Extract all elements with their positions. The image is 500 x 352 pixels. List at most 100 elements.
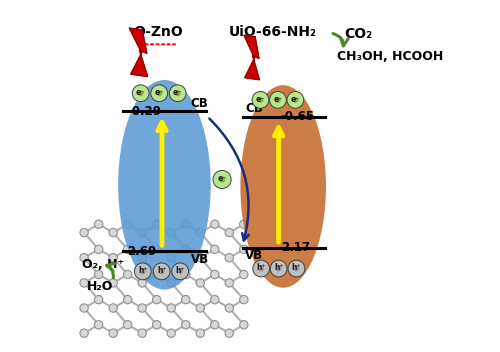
Circle shape — [167, 228, 175, 237]
Circle shape — [240, 220, 248, 228]
Circle shape — [210, 321, 219, 329]
Polygon shape — [130, 28, 148, 76]
Ellipse shape — [118, 80, 210, 289]
Circle shape — [275, 97, 281, 103]
Circle shape — [258, 97, 264, 103]
Circle shape — [287, 92, 304, 108]
Text: UiO-66-NH₂: UiO-66-NH₂ — [228, 25, 316, 39]
Circle shape — [196, 228, 204, 237]
Circle shape — [240, 295, 248, 304]
Circle shape — [138, 279, 146, 287]
Ellipse shape — [240, 85, 326, 288]
Circle shape — [94, 245, 103, 253]
Circle shape — [225, 279, 234, 287]
Text: H₂O: H₂O — [86, 280, 113, 293]
Circle shape — [154, 263, 170, 280]
Circle shape — [172, 263, 188, 280]
Circle shape — [270, 92, 286, 108]
Circle shape — [213, 170, 231, 189]
Circle shape — [94, 321, 103, 329]
Circle shape — [94, 295, 103, 304]
Circle shape — [182, 270, 190, 279]
Text: CB: CB — [245, 102, 263, 115]
Circle shape — [124, 220, 132, 228]
Circle shape — [294, 266, 300, 271]
Text: O-ZnO: O-ZnO — [134, 25, 184, 39]
Text: e⁻: e⁻ — [218, 174, 226, 183]
Circle shape — [156, 90, 162, 96]
Circle shape — [138, 304, 146, 312]
Circle shape — [138, 329, 146, 337]
Text: e⁻: e⁻ — [154, 88, 164, 97]
Circle shape — [134, 263, 151, 280]
Circle shape — [109, 329, 118, 337]
Circle shape — [132, 85, 149, 102]
Circle shape — [219, 176, 225, 183]
Text: h⁺: h⁺ — [176, 266, 185, 275]
Text: e⁻: e⁻ — [291, 95, 300, 104]
Circle shape — [124, 295, 132, 304]
Circle shape — [80, 228, 88, 237]
Circle shape — [225, 304, 234, 312]
Text: h⁺: h⁺ — [157, 266, 166, 275]
Text: CB: CB — [190, 97, 208, 109]
Circle shape — [152, 321, 161, 329]
Circle shape — [240, 270, 248, 279]
Circle shape — [140, 269, 145, 274]
Circle shape — [196, 304, 204, 312]
Circle shape — [94, 270, 103, 279]
Circle shape — [170, 85, 186, 102]
Circle shape — [167, 329, 175, 337]
Circle shape — [225, 329, 234, 337]
Text: O₂, H⁺: O₂, H⁺ — [82, 258, 124, 271]
Text: e⁻: e⁻ — [256, 95, 265, 104]
Circle shape — [196, 279, 204, 287]
Circle shape — [210, 270, 219, 279]
Text: h⁺: h⁺ — [292, 263, 301, 272]
Text: h⁺: h⁺ — [256, 263, 266, 272]
Circle shape — [109, 228, 118, 237]
Circle shape — [288, 260, 305, 277]
Circle shape — [210, 245, 219, 253]
Circle shape — [124, 270, 132, 279]
Text: CO₂: CO₂ — [344, 26, 372, 40]
Circle shape — [276, 266, 281, 271]
Text: VB: VB — [190, 253, 209, 266]
Circle shape — [167, 304, 175, 312]
Circle shape — [182, 295, 190, 304]
Circle shape — [151, 85, 168, 102]
Circle shape — [182, 220, 190, 228]
Circle shape — [270, 260, 287, 277]
Circle shape — [196, 329, 204, 337]
Circle shape — [225, 253, 234, 262]
Circle shape — [175, 90, 180, 96]
Circle shape — [177, 269, 183, 274]
Text: 2.69: 2.69 — [127, 245, 156, 258]
Circle shape — [158, 269, 164, 274]
Circle shape — [253, 260, 270, 277]
Circle shape — [80, 253, 88, 262]
Text: -0.29: -0.29 — [127, 105, 161, 118]
Circle shape — [210, 295, 219, 304]
Circle shape — [138, 90, 143, 96]
Circle shape — [182, 321, 190, 329]
Circle shape — [80, 329, 88, 337]
Circle shape — [80, 304, 88, 312]
Circle shape — [138, 253, 146, 262]
Polygon shape — [244, 35, 260, 80]
Circle shape — [167, 253, 175, 262]
Circle shape — [109, 279, 118, 287]
Circle shape — [240, 321, 248, 329]
Circle shape — [138, 228, 146, 237]
Circle shape — [240, 245, 248, 253]
Circle shape — [167, 279, 175, 287]
Text: e⁻: e⁻ — [136, 88, 145, 97]
Text: 2.17: 2.17 — [280, 241, 310, 254]
Text: -0.65: -0.65 — [280, 110, 315, 123]
Circle shape — [225, 228, 234, 237]
Text: VB: VB — [245, 249, 263, 262]
Circle shape — [258, 266, 264, 271]
Circle shape — [252, 92, 269, 108]
Circle shape — [80, 279, 88, 287]
Text: e⁻: e⁻ — [173, 88, 182, 97]
